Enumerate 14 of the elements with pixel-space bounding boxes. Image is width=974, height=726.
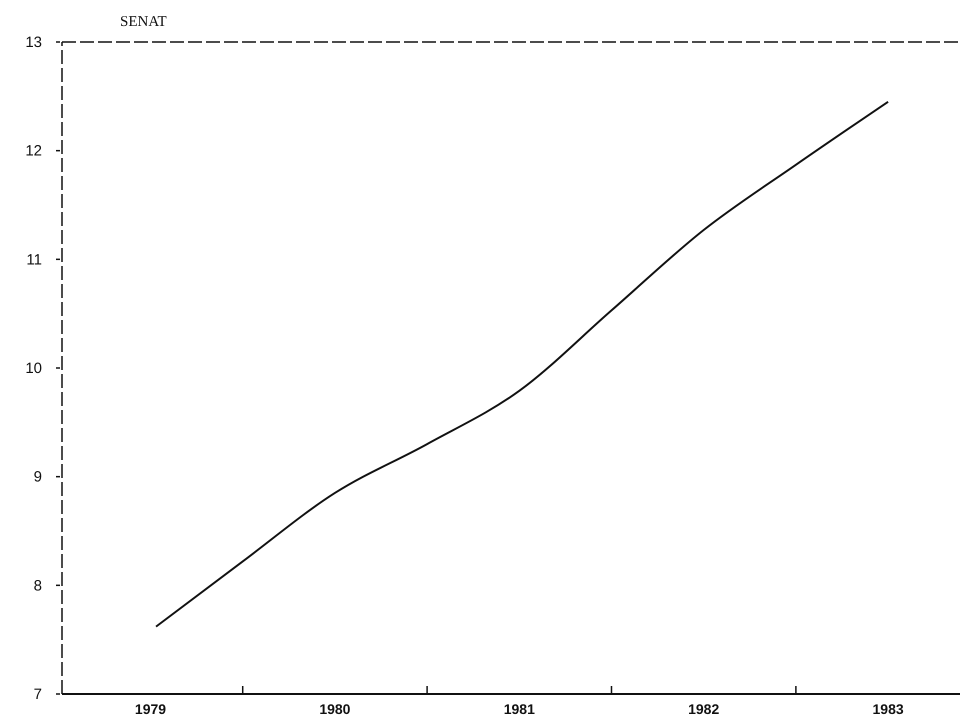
x-tick-label: 1983: [872, 701, 904, 717]
x-tick-label: 1980: [319, 701, 351, 717]
y-tick-label: 10: [25, 360, 42, 377]
y-tick-label: 13: [25, 34, 42, 51]
line-series: [155, 100, 890, 628]
chart-title: SENAT: [120, 14, 167, 30]
y-tick-label: 11: [26, 251, 42, 268]
y-tick-label: 7: [34, 686, 42, 703]
x-tick-label: 1981: [504, 701, 536, 717]
y-tick-label: 9: [34, 468, 42, 486]
x-tick-label: 1982: [688, 701, 720, 717]
x-tick-label: 1979: [134, 701, 166, 717]
y-tick-label: 12: [25, 142, 42, 160]
y-tick-label: 8: [34, 577, 42, 594]
